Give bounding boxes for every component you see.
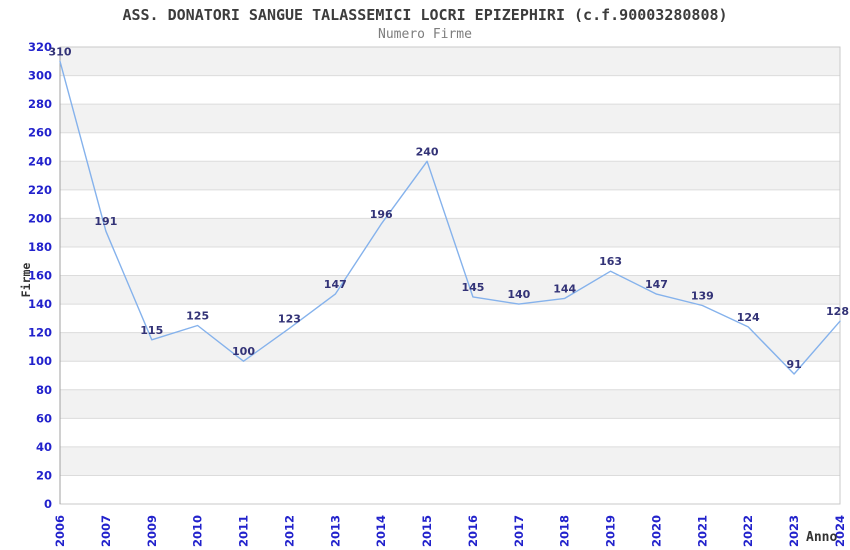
x-tick-label: 2011 xyxy=(237,515,251,547)
plot-band xyxy=(60,332,840,362)
x-tick-label: 2006 xyxy=(53,515,67,547)
y-tick-label: 20 xyxy=(36,468,52,482)
y-tick-label: 0 xyxy=(44,497,52,511)
data-point-label: 128 xyxy=(826,305,849,318)
data-point-label: 196 xyxy=(370,208,393,221)
data-point-label: 240 xyxy=(416,145,439,158)
y-tick-label: 280 xyxy=(28,97,52,111)
plot-band xyxy=(60,275,840,305)
data-point-label: 191 xyxy=(94,215,117,228)
y-tick-label: 240 xyxy=(28,154,52,168)
y-tick-label: 100 xyxy=(28,354,52,368)
x-tick-label: 2009 xyxy=(145,515,159,547)
x-tick-label: 2024 xyxy=(833,515,847,547)
x-tick-label: 2019 xyxy=(604,515,618,547)
data-point-label: 147 xyxy=(324,278,347,291)
plot-band xyxy=(60,218,840,247)
y-tick-label: 60 xyxy=(36,411,52,425)
x-tick-label: 2012 xyxy=(282,515,296,547)
x-axis-title: Anno xyxy=(806,530,837,545)
x-tick-label: 2018 xyxy=(558,515,572,547)
data-point-label: 139 xyxy=(691,289,714,302)
x-tick-label: 2010 xyxy=(191,515,205,547)
data-point-label: 310 xyxy=(49,45,72,58)
y-axis-title: Firme xyxy=(19,263,33,298)
data-point-label: 144 xyxy=(553,282,576,295)
y-tick-label: 180 xyxy=(28,240,52,254)
data-point-label: 125 xyxy=(186,309,209,322)
y-tick-label: 200 xyxy=(28,211,52,225)
data-point-label: 91 xyxy=(786,358,801,371)
data-line xyxy=(59,60,841,375)
x-tick-label: 2016 xyxy=(466,515,480,547)
x-tick-label: 2007 xyxy=(99,515,113,547)
y-tick-label: 40 xyxy=(36,440,52,454)
y-tick-label: 220 xyxy=(28,183,52,197)
data-point-label: 147 xyxy=(645,278,668,291)
y-tick-label: 80 xyxy=(36,383,52,397)
chart-subtitle: Numero Firme xyxy=(378,27,472,42)
plot-band xyxy=(60,446,840,476)
data-point-label: 123 xyxy=(278,312,301,325)
data-point-label: 124 xyxy=(737,311,760,324)
x-tick-label: 2022 xyxy=(741,515,755,547)
data-point-label: 115 xyxy=(140,324,163,337)
y-tick-label: 260 xyxy=(28,126,52,140)
y-tick-label: 140 xyxy=(28,297,52,311)
data-point-label: 140 xyxy=(507,288,530,301)
data-point-label: 145 xyxy=(461,281,484,294)
data-point-label: 100 xyxy=(232,345,255,358)
plot-band xyxy=(60,104,840,133)
x-tick-label: 2015 xyxy=(420,515,434,547)
x-tick-label: 2023 xyxy=(787,515,801,547)
y-tick-label: 300 xyxy=(28,69,52,83)
x-tick-label: 2013 xyxy=(328,515,342,547)
data-point-label: 163 xyxy=(599,255,622,268)
plot-band xyxy=(60,47,840,76)
x-tick-label: 2021 xyxy=(695,515,709,547)
y-tick-label: 320 xyxy=(28,40,52,54)
x-tick-label: 2020 xyxy=(649,515,663,547)
x-tick-label: 2014 xyxy=(374,515,388,547)
y-tick-label: 160 xyxy=(28,269,52,283)
chart-title: ASS. DONATORI SANGUE TALASSEMICI LOCRI E… xyxy=(122,6,728,24)
y-tick-label: 120 xyxy=(28,326,52,340)
plot-band xyxy=(60,161,840,190)
plot-band xyxy=(60,389,840,419)
x-tick-label: 2017 xyxy=(512,515,526,547)
